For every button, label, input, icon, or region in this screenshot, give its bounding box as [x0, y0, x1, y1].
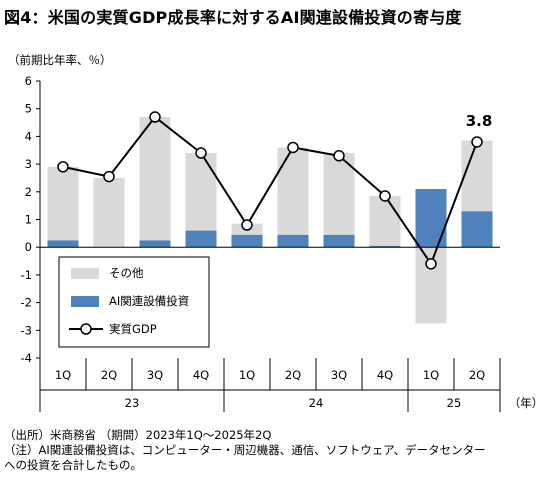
- legend-label: AI関連設備投資: [109, 294, 189, 308]
- x-tick-label: 3Q: [331, 368, 347, 382]
- bar-other: [277, 147, 309, 235]
- gdp-point: [333, 150, 345, 162]
- y-tick-label: -1: [21, 268, 32, 282]
- y-tick-label: 2: [25, 185, 32, 199]
- gdp-point: [195, 147, 207, 159]
- gdp-line: [62, 115, 478, 266]
- bar-ai-investment: [369, 245, 401, 248]
- legend-swatch: [71, 268, 99, 279]
- x-tick-label: 4Q: [377, 368, 393, 382]
- y-tick-label: 0: [25, 240, 32, 254]
- x-tick-label: 1Q: [55, 368, 71, 382]
- source-note: （出所）米商務省 （期間）2023年1Q～2025年2Q: [4, 428, 272, 442]
- gdp-point: [241, 219, 253, 231]
- y-tick-label: 4: [25, 129, 32, 143]
- plot-area: 6 5 4 3 2 1 0 -1 -2 -3 -4 3.8: [21, 74, 500, 365]
- x-tick-label: 2Q: [285, 368, 301, 382]
- chart-title: 図4：米国の実質GDP成長率に対するAI関連設備投資の寄与度: [4, 8, 462, 27]
- bar-ai-investment: [139, 240, 171, 248]
- y-tick-label: -2: [21, 296, 32, 310]
- x-axis: 1Q 2Q 3Q 4Q 1Q 2Q 3Q 4Q 1Q 2Q 23 24 25 （年）: [39, 358, 540, 412]
- year-label: 24: [309, 396, 324, 410]
- year-label: 23: [125, 396, 140, 410]
- x-tick-label: 4Q: [193, 368, 209, 382]
- gdp-point: [103, 170, 115, 183]
- gdp-point: [471, 136, 483, 148]
- legend-label: その他: [109, 266, 144, 280]
- footnote-line-2: への投資を合計したもの。: [4, 458, 142, 472]
- bar-ai-investment: [415, 189, 447, 248]
- bar-ai-investment: [277, 234, 309, 248]
- bar-ai-investment: [461, 211, 493, 248]
- x-tick-label: 1Q: [239, 368, 255, 382]
- bar-other: [139, 117, 171, 241]
- legend-label: 実質GDP: [109, 322, 157, 336]
- notes: （出所）米商務省 （期間）2023年1Q～2025年2Q （注）AI関連設備投資…: [4, 428, 486, 473]
- bar-other: [369, 195, 401, 246]
- gdp-point: [57, 161, 69, 173]
- x-tick-label: 2Q: [101, 368, 117, 382]
- legend-marker: [80, 323, 92, 335]
- bar-other: [461, 140, 493, 212]
- bar-ai-investment: [185, 230, 217, 248]
- bar-other: [47, 166, 79, 241]
- bar-ai-investment: [323, 234, 355, 248]
- bar-other: [185, 153, 217, 231]
- bar-other: [93, 177, 125, 248]
- gdp-point: [379, 190, 391, 202]
- x-tick-label: 3Q: [147, 368, 163, 382]
- y-tick-label: 3: [25, 157, 32, 171]
- data-label-latest: 3.8: [466, 112, 493, 130]
- bar-other: [323, 153, 355, 235]
- footnote-line-1: （注）AI関連設備投資は、コンピューター・周辺機器、通信、ソフトウェア、データセ…: [4, 443, 486, 457]
- y-axis-unit-label: （前期比年率、％）: [8, 53, 112, 67]
- bar-ai-investment: [47, 240, 79, 248]
- y-tick-label: 1: [25, 213, 32, 227]
- y-tick-label: -4: [21, 351, 32, 365]
- gdp-point: [425, 258, 437, 270]
- legend-swatch: [71, 296, 99, 307]
- gdp-point: [149, 111, 161, 123]
- bar-ai-investment: [231, 234, 263, 248]
- y-tick-label: 6: [25, 74, 32, 88]
- y-tick-label: 5: [25, 102, 32, 116]
- year-unit-label: （年）: [509, 396, 540, 410]
- x-tick-label: 2Q: [469, 368, 485, 382]
- year-label: 25: [447, 396, 462, 410]
- x-tick-label: 1Q: [423, 368, 439, 382]
- y-tick-label: -3: [21, 323, 32, 337]
- gdp-point: [287, 141, 299, 154]
